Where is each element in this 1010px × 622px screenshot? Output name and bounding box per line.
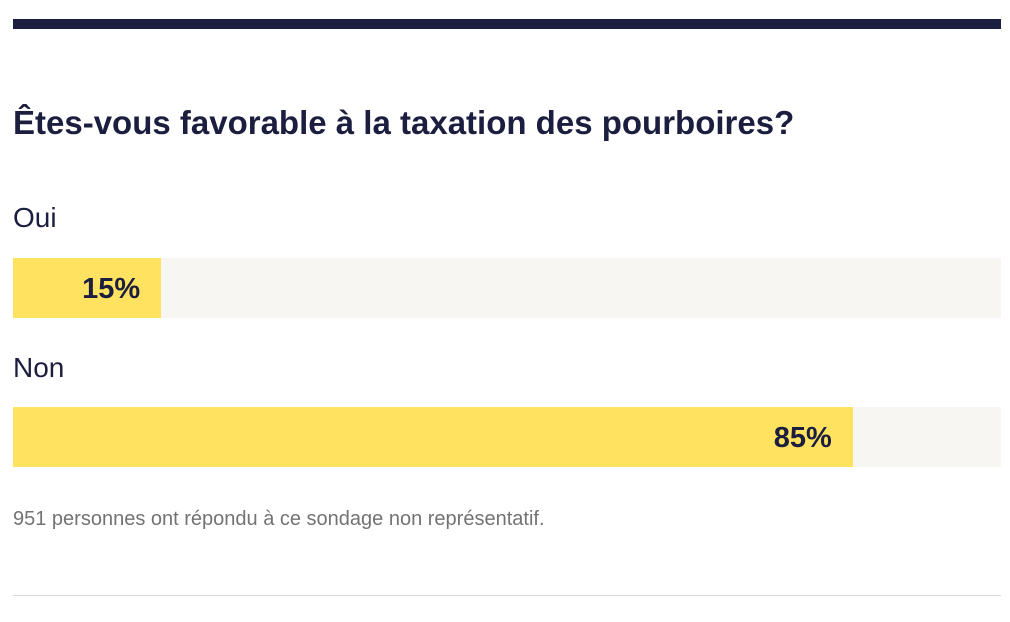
option-label-oui: Oui — [13, 202, 57, 233]
bar-value-oui: 15% — [82, 273, 141, 305]
poll-footnote: 951 personnes ont répondu à ce sondage n… — [13, 508, 545, 530]
bar-track-non: 85% — [13, 407, 1001, 467]
top-rule — [13, 19, 1001, 29]
bar-fill-oui — [13, 258, 162, 318]
bottom-rule — [13, 595, 1001, 596]
bar-fill-non — [13, 407, 853, 467]
bar-value-non: 85% — [773, 422, 832, 454]
poll-question: Êtes-vous favorable à la taxation des po… — [13, 104, 795, 141]
bar-track-oui: 15% — [13, 258, 1001, 318]
option-label-non: Non — [13, 352, 65, 383]
